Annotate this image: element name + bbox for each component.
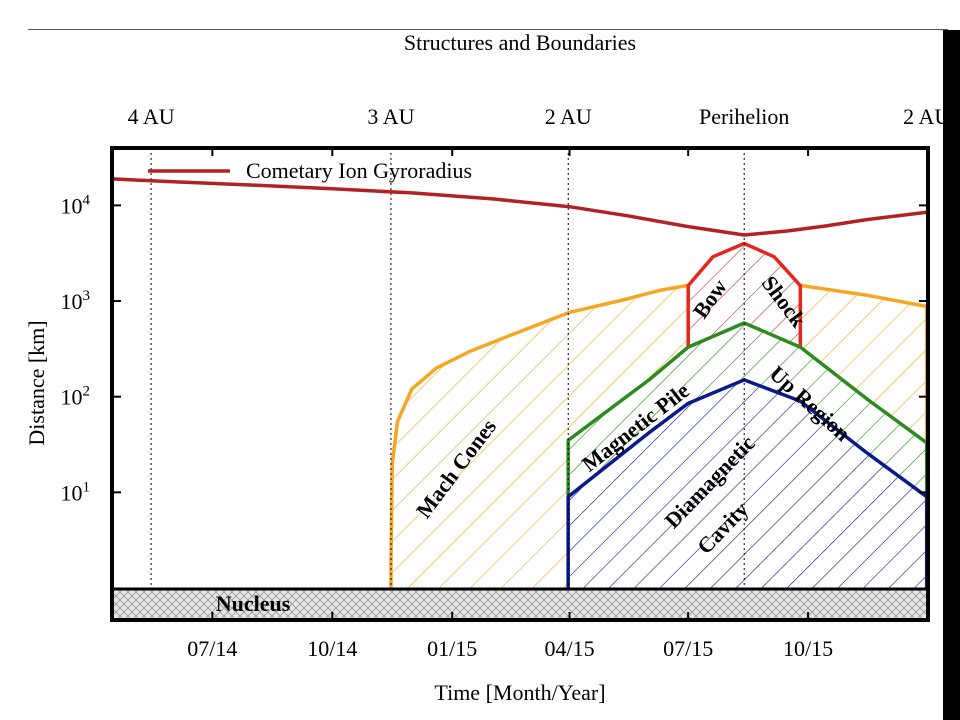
- x-tick-label-3: 04/15: [544, 636, 594, 661]
- legend: Cometary Ion Gyroradius: [148, 158, 472, 183]
- x-tick-label-4: 07/15: [663, 636, 713, 661]
- top-axis-label-0: 4 AU: [128, 104, 175, 129]
- nucleus-band: [112, 588, 928, 620]
- y-tick-label-2: 103: [61, 288, 91, 314]
- annotation-0: Nucleus: [216, 591, 291, 616]
- y-axis-label: Distance [km]: [24, 320, 49, 445]
- top-axis-label-2: 2 AU: [545, 104, 592, 129]
- top-axis-label-4: 2 AU: [903, 104, 950, 129]
- x-tick-label-0: 07/14: [187, 636, 237, 661]
- x-tick-label-1: 10/14: [307, 636, 357, 661]
- y-tick-label-1: 102: [61, 384, 91, 410]
- plot-frame: [110, 146, 930, 622]
- x-axis-label: Time [Month/Year]: [434, 680, 605, 705]
- region-fill-3: [568, 379, 927, 588]
- y-tick-label-0: 101: [61, 479, 91, 505]
- x-tick-label-5: 10/15: [783, 636, 833, 661]
- series-line-0: [112, 177, 928, 237]
- top-rule: [28, 29, 948, 30]
- regions: [389, 241, 928, 588]
- series: [112, 177, 928, 237]
- x-axis: 07/14 10/14 01/15 04/15 07/15 10/15: [187, 148, 833, 661]
- legend-label: Cometary Ion Gyroradius: [246, 158, 472, 183]
- y-axis: 101 102 103 104: [61, 192, 928, 505]
- edge-bar: [943, 30, 960, 720]
- top-axis-label-3: Perihelion: [699, 104, 789, 129]
- top-axis-label-1: 3 AU: [367, 104, 414, 129]
- x-tick-label-2: 01/15: [427, 636, 477, 661]
- top-axis-labels: 4 AU 3 AU 2 AU Perihelion 2 AU: [128, 104, 951, 129]
- y-tick-label-3: 104: [61, 192, 91, 218]
- region-outline-0: [389, 283, 928, 588]
- chart-title: Structures and Boundaries: [404, 30, 636, 55]
